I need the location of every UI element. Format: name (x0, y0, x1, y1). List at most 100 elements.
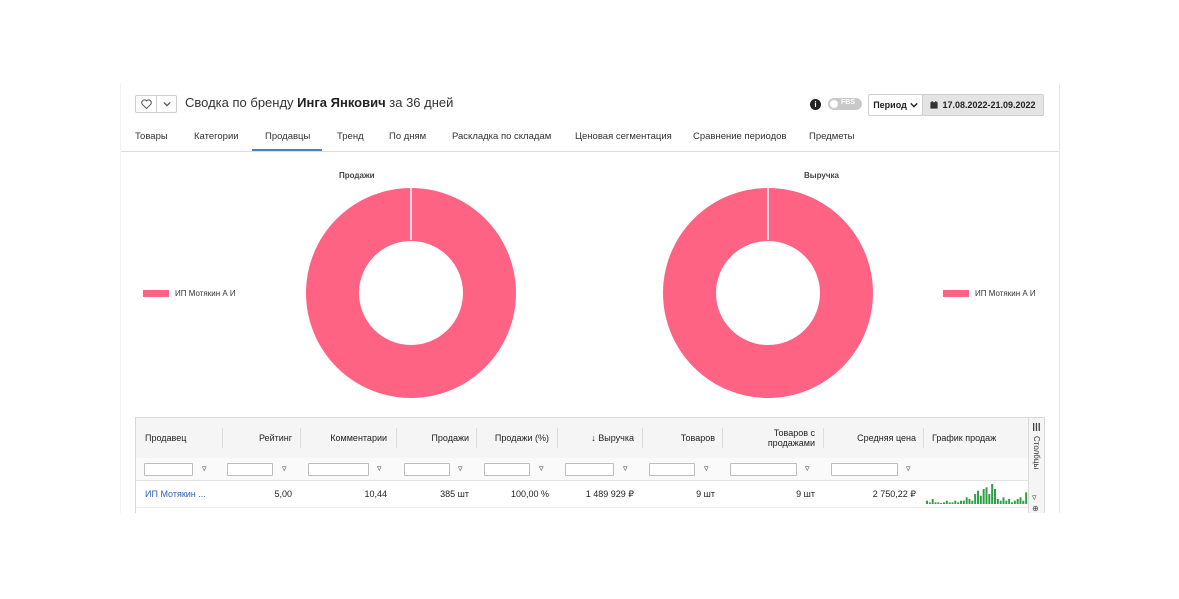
calendar-icon (930, 101, 939, 109)
column-divider[interactable] (557, 428, 558, 448)
cell-seller-link[interactable]: ИП Мотякин ... (145, 489, 206, 499)
filter-input-revenue[interactable] (565, 463, 614, 476)
cell-rating: 5,00 (274, 489, 292, 499)
sparkline-bar (974, 494, 977, 504)
filter-icon[interactable]: ▿ (202, 463, 207, 473)
sellers-table: Продавец Рейтинг Комментарии Продажи Про… (135, 417, 1030, 513)
col-header-avg-price[interactable]: Средняя цена (857, 433, 916, 443)
sales-chart-title: Продажи (339, 171, 375, 180)
filter-input-sales[interactable] (404, 463, 450, 476)
col-header-items[interactable]: Товаров (680, 433, 715, 443)
column-divider[interactable] (396, 428, 397, 448)
filter-icon[interactable]: ▿ (282, 463, 287, 473)
filter-icon[interactable]: ▿ (623, 463, 628, 473)
period-button[interactable]: Период (868, 94, 923, 116)
sparkline-bar (1013, 500, 1016, 504)
filter-icon[interactable]: ▿ (805, 463, 810, 473)
tab-categories[interactable]: Категории (194, 131, 239, 142)
sparkline-bar (928, 502, 931, 504)
date-range-button[interactable]: 17.08.2022-21.09.2022 (922, 94, 1044, 116)
sparkline-bar (1011, 502, 1013, 504)
col-header-revenue[interactable]: ↓ Выручка (591, 433, 634, 443)
filter-icon[interactable]: ▿ (377, 463, 382, 473)
column-divider[interactable] (722, 428, 723, 448)
tab-period-comparison[interactable]: Сравнение периодов (693, 131, 787, 142)
filters-panel-icon[interactable]: ⊕ (1032, 504, 1039, 513)
sparkline-bar (1022, 500, 1025, 504)
cell-avg-price: 2 750,22 ₽ (872, 488, 916, 499)
sparkline-bar (991, 484, 994, 504)
period-label: Период (873, 100, 907, 110)
filter-input-sales-pct[interactable] (484, 463, 530, 476)
col-header-comments[interactable]: Комментарии (330, 433, 387, 443)
filter-input-avg-price[interactable] (831, 463, 898, 476)
sparkline-bar (962, 500, 965, 504)
sparkline-bar (1025, 492, 1028, 504)
sparkline-bar (1002, 497, 1005, 504)
column-divider[interactable] (300, 428, 301, 448)
tab-by-days[interactable]: По дням (389, 131, 427, 142)
favorite-control[interactable] (135, 95, 177, 113)
filter-input-comments[interactable] (308, 463, 369, 476)
filter-icon[interactable]: ▿ (906, 463, 911, 473)
column-divider[interactable] (642, 428, 643, 448)
revenue-legend[interactable]: ИП Мотякин А И (943, 289, 1036, 298)
column-divider[interactable] (222, 428, 223, 448)
brand-name: Инга Янкович (297, 95, 386, 110)
columns-panel-label[interactable]: Столбцы (1032, 436, 1041, 470)
fbs-toggle[interactable]: FBS (828, 98, 862, 110)
sparkline-bar (965, 497, 968, 504)
filter-input-seller[interactable] (144, 463, 193, 476)
column-divider[interactable] (823, 428, 824, 448)
sparkline-bar (1019, 497, 1022, 504)
filter-icon[interactable]: ▿ (458, 463, 463, 473)
tab-products[interactable]: Товары (135, 131, 168, 142)
col-header-rating[interactable]: Рейтинг (258, 433, 292, 443)
sparkline-bar (940, 503, 943, 504)
sparkline-bar (926, 500, 928, 504)
filter-input-items[interactable] (649, 463, 695, 476)
tab-price-segmentation[interactable]: Ценовая сегментация (575, 131, 672, 142)
sparkline-bar (968, 499, 971, 504)
sparkline-bar (943, 502, 945, 504)
table-filter-row: ▿ ▿ ▿ ▿ ▿ ▿ ▿ ▿ ▿ (136, 458, 1029, 481)
col-header-seller[interactable]: Продавец (145, 433, 187, 443)
filter-icon[interactable]: ▿ (1032, 492, 1037, 502)
column-divider[interactable] (923, 428, 924, 448)
sparkline-bar (945, 500, 948, 504)
col-header-items-with-sales[interactable]: Товаров с продажами (767, 428, 815, 448)
filter-input-rating[interactable] (227, 463, 273, 476)
heart-icon[interactable] (136, 96, 157, 112)
revenue-donut-chart (663, 188, 873, 398)
tab-sellers[interactable]: Продавцы (265, 131, 311, 142)
sparkline-bar (951, 502, 954, 504)
sparkline-bar (982, 489, 985, 504)
sales-donut-chart (306, 188, 516, 398)
cell-items-with-sales: 9 шт (796, 489, 815, 499)
sparkline-bar (954, 500, 957, 504)
tab-subjects[interactable]: Предметы (809, 131, 855, 142)
column-divider[interactable] (476, 428, 477, 448)
tab-trend[interactable]: Тренд (337, 131, 364, 142)
cell-items: 9 шт (696, 489, 715, 499)
sparkline-bar (948, 502, 951, 504)
columns-side-panel[interactable]: Столбцы ▿ ⊕ (1028, 417, 1045, 513)
toggle-knob (830, 100, 838, 108)
chevron-down-icon (910, 102, 918, 108)
filter-input-items-with-sales[interactable] (730, 463, 797, 476)
info-icon[interactable]: i (810, 99, 821, 110)
sales-legend[interactable]: ИП Мотякин А И (143, 289, 236, 298)
table-row[interactable]: ИП Мотякин ... 5,00 10,44 385 шт 100,00 … (136, 481, 1029, 508)
chevron-down-icon[interactable] (157, 96, 176, 112)
sales-sparkline[interactable] (926, 483, 1030, 505)
col-header-sales[interactable]: Продажи (431, 433, 469, 443)
filter-icon[interactable]: ▿ (539, 463, 544, 473)
tab-warehouses[interactable]: Раскладка по складам (452, 131, 552, 142)
col-header-sales-chart[interactable]: График продаж (932, 433, 997, 443)
sparkline-bar (1005, 500, 1008, 504)
filter-icon[interactable]: ▿ (704, 463, 709, 473)
sparkline-bar (1016, 499, 1019, 504)
sparkline-bar (934, 502, 937, 504)
col-header-sales-pct[interactable]: Продажи (%) (494, 433, 549, 443)
table-header-row: Продавец Рейтинг Комментарии Продажи Про… (136, 418, 1029, 459)
